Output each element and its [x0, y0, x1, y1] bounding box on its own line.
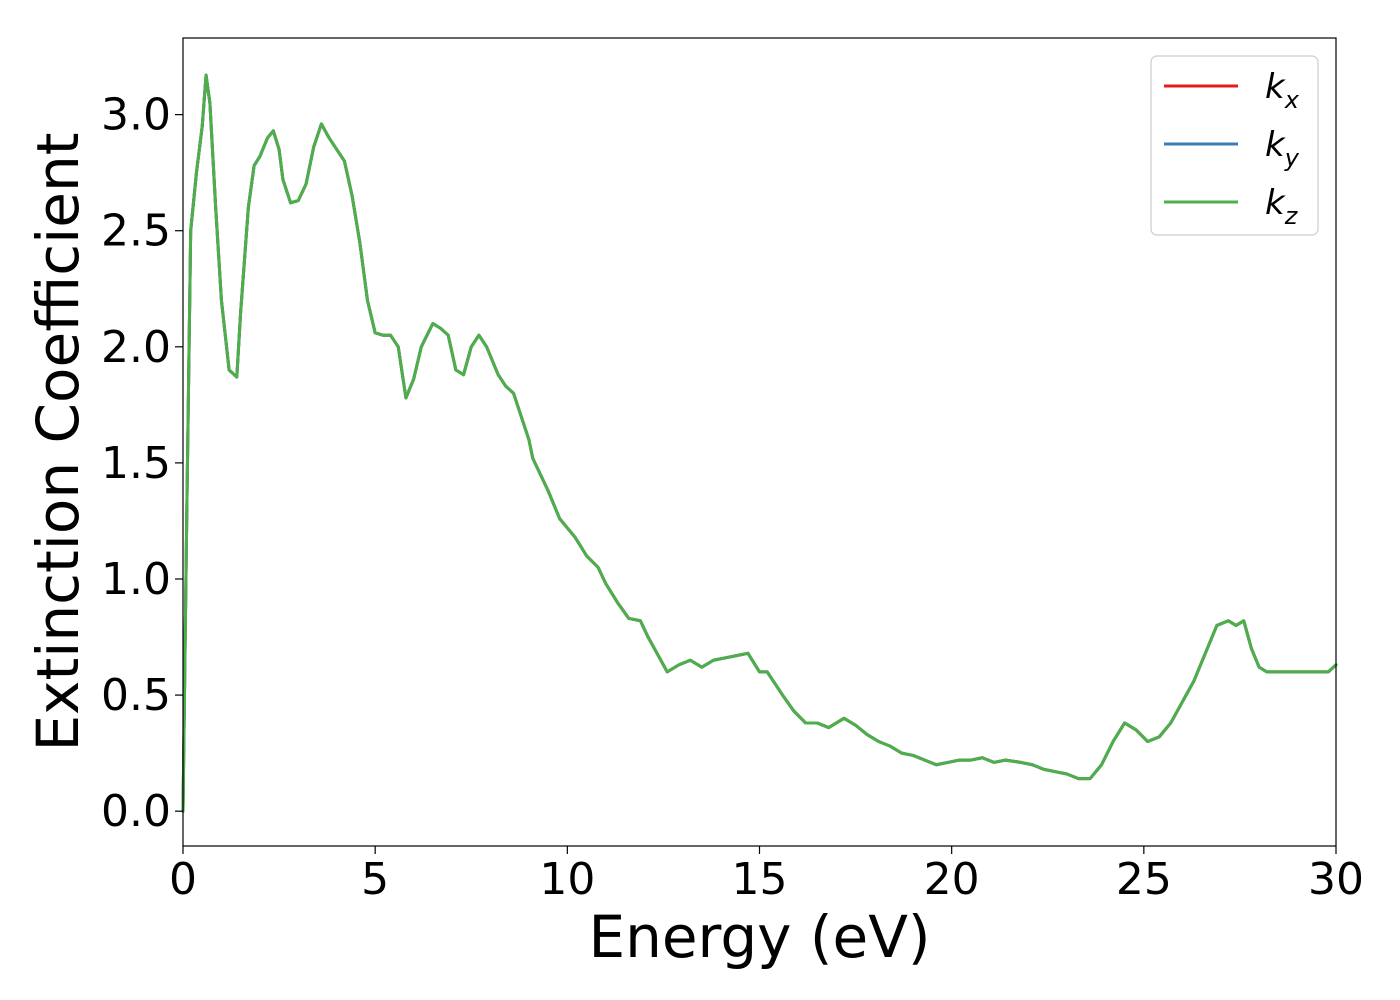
- y-tick-label: 1.5: [101, 438, 171, 489]
- legend-label-kz: kz: [1265, 183, 1299, 230]
- x-axis: 0 5 10 15 20 25 30: [169, 846, 1364, 905]
- y-tick-label: 2.0: [101, 322, 171, 373]
- series-line-kz: [181, 73, 1338, 813]
- legend-label-ky: ky: [1265, 125, 1300, 172]
- x-tick-label: 5: [361, 854, 389, 905]
- y-axis-label: Extinction Coefficient: [24, 133, 92, 752]
- x-tick-label: 25: [1116, 854, 1172, 905]
- y-tick-label: 2.5: [101, 206, 171, 257]
- legend-label-base: k: [1265, 183, 1286, 223]
- series-layer: [181, 73, 1338, 813]
- legend-label-subscript: z: [1284, 202, 1299, 230]
- y-axis: 0.0 0.5 1.0 1.5 2.0 2.5 3.0: [101, 90, 183, 837]
- x-tick-label: 30: [1308, 854, 1364, 905]
- x-tick-label: 15: [732, 854, 788, 905]
- y-tick-label: 1.0: [101, 554, 171, 605]
- y-tick-label: 0.0: [101, 786, 171, 837]
- legend-label-subscript: y: [1284, 144, 1300, 172]
- x-axis-label: Energy (eV): [588, 903, 930, 971]
- x-tick-label: 20: [924, 854, 980, 905]
- y-tick-label: 3.0: [101, 90, 171, 141]
- legend-label-base: k: [1265, 125, 1286, 165]
- x-tick-label: 10: [539, 854, 595, 905]
- x-tick-label: 0: [169, 854, 197, 905]
- legend-label-base: k: [1265, 67, 1286, 107]
- legend-label-subscript: x: [1284, 86, 1300, 114]
- legend-label-kx: kx: [1265, 67, 1300, 114]
- plot-background: [183, 38, 1336, 846]
- y-tick-label: 0.5: [101, 670, 171, 721]
